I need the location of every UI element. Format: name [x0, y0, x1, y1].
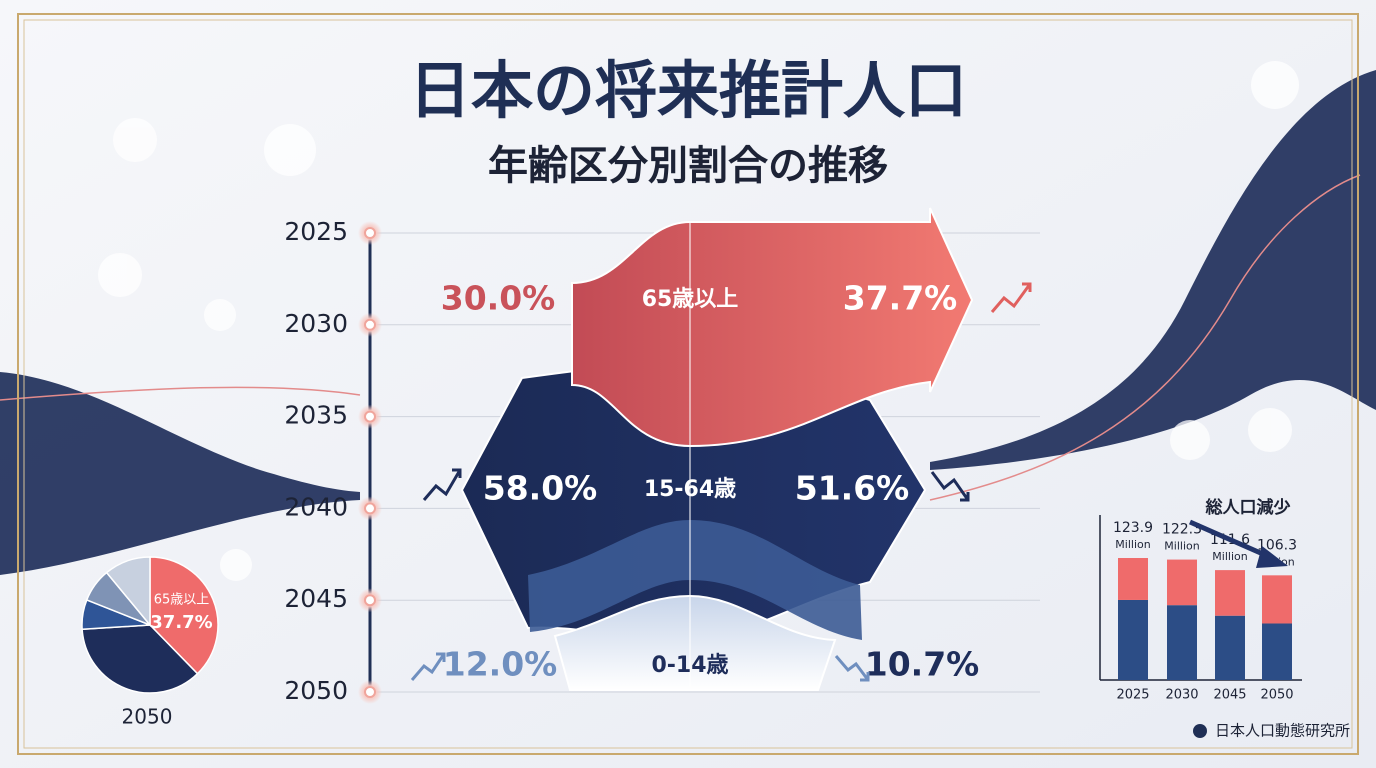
- wave-line: [0, 386, 361, 401]
- start-value-label: 58.0%: [483, 469, 598, 508]
- total-label: 123.9: [1113, 520, 1153, 536]
- pie-title: 2050: [122, 705, 173, 729]
- pie-category: 65歳以上: [154, 593, 210, 608]
- end-value-label: 10.7%: [865, 645, 980, 684]
- annotation-arrow: [1188, 519, 1274, 561]
- bar-segment: [1215, 570, 1245, 616]
- bar-segment: [1215, 615, 1245, 680]
- x-tick-label: 2045: [1213, 688, 1246, 703]
- start-value-label: 12.0%: [443, 645, 558, 684]
- source-logo: [1193, 724, 1207, 738]
- wave-line: [929, 174, 1361, 501]
- icon-up: [410, 652, 446, 681]
- annotation-arrowhead: [1256, 546, 1288, 568]
- tick-dot: [364, 686, 376, 698]
- source: 日本人口動態研究所: [1215, 722, 1350, 740]
- total-unit: Million: [1212, 550, 1247, 563]
- bar-segment: [1262, 575, 1292, 624]
- x-tick-label: 2030: [1165, 688, 1198, 703]
- y-tick-label: 2030: [284, 309, 348, 338]
- frame: [17, 13, 1359, 755]
- tick-dot: [364, 594, 376, 607]
- total-unit: Million: [1164, 540, 1199, 553]
- pie-slice: [105, 556, 151, 628]
- trend-icons: [410, 282, 1032, 682]
- icon-down: [930, 471, 970, 502]
- total-label: 106.3: [1257, 537, 1297, 553]
- x-tick-label: 2025: [1116, 688, 1149, 703]
- x-tick-label: 2050: [1260, 688, 1293, 703]
- icon-up: [422, 468, 462, 501]
- y-tick-label: 2040: [284, 492, 348, 521]
- pie-slice: [81, 624, 199, 694]
- start-value-label: 30.0%: [441, 279, 556, 318]
- bar-segment: [1118, 558, 1148, 600]
- tick-dot: [364, 318, 376, 331]
- pie-value-label: 37.7%: [150, 612, 212, 633]
- flow-band: [571, 207, 974, 448]
- bar-segment: [1262, 623, 1292, 680]
- tick-dot: [364, 227, 376, 239]
- y-tick-label: 2025: [284, 217, 348, 246]
- y-tick-label: 2035: [284, 401, 348, 430]
- bar-segment: [1167, 559, 1197, 606]
- wave-left: [0, 372, 360, 575]
- band-decor: [528, 520, 862, 640]
- y-tick-label: 2045: [284, 584, 348, 613]
- series-name: 65歳以上: [642, 287, 739, 312]
- tick-dot: [364, 502, 376, 515]
- frame: [23, 19, 1353, 749]
- bar-segment: [1118, 599, 1148, 680]
- pie-slice: [149, 556, 219, 675]
- y-tick-label: 2050: [284, 676, 348, 705]
- tick-dot: [364, 410, 376, 423]
- icon-down: [834, 655, 870, 682]
- bar-segment: [1167, 605, 1197, 680]
- wave-right: [930, 70, 1376, 470]
- flow-band: [553, 594, 837, 691]
- series-name: 15-64歳: [644, 477, 736, 502]
- series-name: 0-14歳: [651, 653, 728, 678]
- total-unit: Million: [1115, 538, 1150, 551]
- title: 日本の将来推計人口: [409, 54, 967, 127]
- end-value-label: 51.6%: [795, 469, 910, 508]
- sakura-decor: [98, 61, 1299, 581]
- subtitle: 年齢区分別割合の推移: [488, 143, 888, 189]
- icon-up: [990, 282, 1032, 313]
- end-value-label: 37.7%: [843, 279, 958, 318]
- annotation: 総人口減少: [1206, 497, 1291, 518]
- flow: 2025 2030 2035 2040 2045 2050 30.0% 65歳以上 37.7% 5…: [284, 207, 1040, 705]
